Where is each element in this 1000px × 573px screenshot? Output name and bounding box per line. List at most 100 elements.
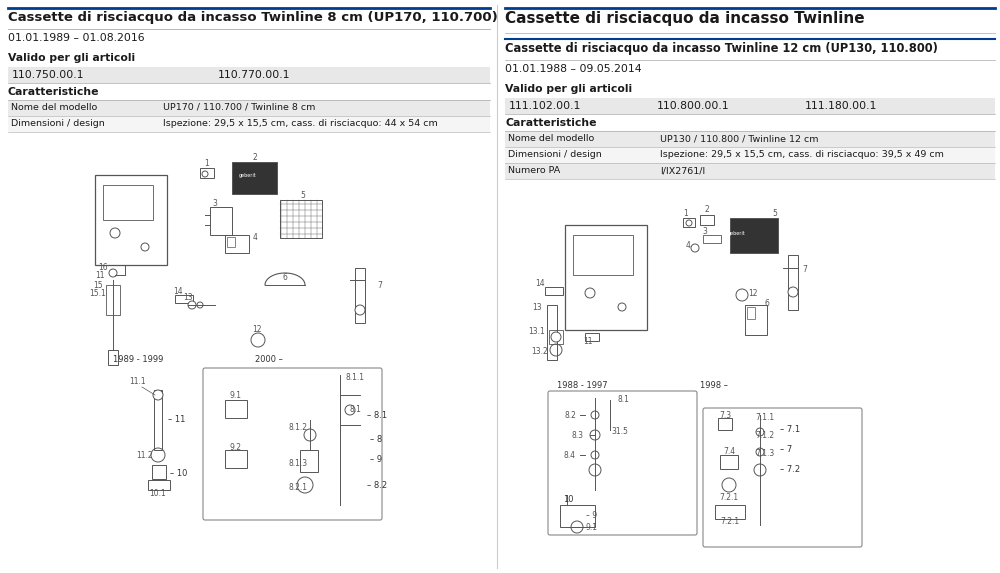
Bar xyxy=(95,175,167,265)
Circle shape xyxy=(197,302,203,308)
Circle shape xyxy=(355,305,365,315)
Text: 9.2: 9.2 xyxy=(230,442,242,452)
Text: 13.2: 13.2 xyxy=(532,347,548,356)
Text: 8.1: 8.1 xyxy=(617,395,629,405)
Bar xyxy=(148,480,170,490)
Text: 111.102.00.1: 111.102.00.1 xyxy=(509,101,581,111)
Text: 11.1: 11.1 xyxy=(130,378,146,387)
Bar xyxy=(718,418,732,430)
Text: UP130 / 110.800 / Twinline 12 cm: UP130 / 110.800 / Twinline 12 cm xyxy=(660,134,818,143)
Bar xyxy=(8,67,490,83)
Text: 3: 3 xyxy=(703,226,707,236)
Text: 01.01.1988 – 09.05.2014: 01.01.1988 – 09.05.2014 xyxy=(505,64,642,74)
Bar xyxy=(730,218,778,253)
Circle shape xyxy=(788,287,798,297)
Bar xyxy=(152,465,166,479)
Bar xyxy=(103,185,153,220)
Text: – 8.2: – 8.2 xyxy=(367,481,387,489)
Text: 15.1: 15.1 xyxy=(90,288,106,297)
Text: 8.1.2: 8.1.2 xyxy=(288,423,308,433)
Text: 12: 12 xyxy=(748,288,758,297)
Bar xyxy=(703,235,721,243)
Bar xyxy=(505,131,995,147)
Circle shape xyxy=(756,448,764,456)
Text: geberit: geberit xyxy=(728,231,746,237)
Text: Nome del modello: Nome del modello xyxy=(508,134,594,143)
Circle shape xyxy=(686,220,692,226)
Bar xyxy=(547,305,557,360)
Circle shape xyxy=(202,171,208,177)
Text: 3: 3 xyxy=(213,199,217,209)
Bar xyxy=(549,330,563,344)
Bar xyxy=(227,237,235,247)
Text: – 7: – 7 xyxy=(780,445,792,454)
Text: 110.750.00.1: 110.750.00.1 xyxy=(12,70,84,80)
Text: Cassette di risciacquo da incasso Twinline 8 cm (UP170, 110.700): Cassette di risciacquo da incasso Twinli… xyxy=(8,11,498,24)
Text: 110.770.00.1: 110.770.00.1 xyxy=(218,70,290,80)
Text: Caratteristiche: Caratteristiche xyxy=(8,87,100,97)
Text: 13: 13 xyxy=(183,293,193,303)
Text: 16: 16 xyxy=(98,262,108,272)
Text: 6: 6 xyxy=(765,299,769,308)
Bar xyxy=(355,268,365,323)
Text: 14: 14 xyxy=(173,286,183,296)
Bar xyxy=(108,350,118,365)
Text: 7.2.1: 7.2.1 xyxy=(719,493,739,501)
Text: 4: 4 xyxy=(686,241,690,249)
Text: Ispezione: 29,5 x 15,5 cm, cass. di risciacquo: 44 x 54 cm: Ispezione: 29,5 x 15,5 cm, cass. di risc… xyxy=(163,119,438,128)
Text: 01.01.1989 – 01.08.2016: 01.01.1989 – 01.08.2016 xyxy=(8,33,145,43)
Text: – 10: – 10 xyxy=(170,469,187,477)
Text: 7: 7 xyxy=(378,281,382,289)
Text: 1: 1 xyxy=(684,209,688,218)
Text: 7.1.3: 7.1.3 xyxy=(755,449,775,458)
Text: 13.1: 13.1 xyxy=(529,328,545,336)
Text: 13: 13 xyxy=(532,303,542,312)
Bar xyxy=(505,147,995,163)
Text: Dimensioni / design: Dimensioni / design xyxy=(11,119,105,128)
Text: Valido per gli articoli: Valido per gli articoli xyxy=(505,84,632,94)
Bar xyxy=(225,400,247,418)
Text: 8.2: 8.2 xyxy=(564,410,576,419)
Bar xyxy=(745,305,767,335)
Bar xyxy=(585,333,599,341)
Bar xyxy=(232,162,277,194)
Text: 7.1.1: 7.1.1 xyxy=(755,414,775,422)
Bar xyxy=(210,207,232,235)
Bar xyxy=(8,100,490,116)
Text: 10: 10 xyxy=(563,496,574,504)
Text: Cassette di risciacquo da incasso Twinline: Cassette di risciacquo da incasso Twinli… xyxy=(505,11,865,26)
Bar xyxy=(505,163,995,179)
Text: 2000 –: 2000 – xyxy=(255,355,283,364)
Circle shape xyxy=(345,405,355,415)
Bar xyxy=(8,116,490,132)
Bar xyxy=(788,255,798,310)
Text: 8.1.3: 8.1.3 xyxy=(288,460,308,469)
Text: Ispezione: 29,5 x 15,5 cm, cass. di risciacquo: 39,5 x 49 cm: Ispezione: 29,5 x 15,5 cm, cass. di risc… xyxy=(660,150,944,159)
Text: – 8: – 8 xyxy=(370,435,382,445)
Text: – 7.2: – 7.2 xyxy=(780,465,800,474)
Text: 1988 - 1997: 1988 - 1997 xyxy=(557,380,608,390)
Text: 9.1: 9.1 xyxy=(586,524,598,532)
Circle shape xyxy=(756,428,764,436)
Circle shape xyxy=(551,332,561,342)
Bar xyxy=(683,218,695,227)
Text: 7.4: 7.4 xyxy=(723,448,735,457)
Text: – 9: – 9 xyxy=(586,511,598,520)
Bar xyxy=(700,215,714,225)
Circle shape xyxy=(691,244,699,252)
Text: 5: 5 xyxy=(773,210,777,218)
Text: 6: 6 xyxy=(283,273,287,282)
Bar xyxy=(565,225,647,330)
Text: 9.1: 9.1 xyxy=(230,391,242,401)
Bar xyxy=(225,450,247,468)
Bar xyxy=(720,455,738,469)
Text: geberit: geberit xyxy=(239,172,257,178)
Bar xyxy=(175,295,193,303)
Bar xyxy=(280,200,322,238)
Text: – 9: – 9 xyxy=(370,456,382,465)
Text: 14: 14 xyxy=(535,278,545,288)
Text: Dimensioni / design: Dimensioni / design xyxy=(508,150,602,159)
Text: 8.4: 8.4 xyxy=(564,450,576,460)
Text: 110.800.00.1: 110.800.00.1 xyxy=(657,101,730,111)
Text: – 11: – 11 xyxy=(168,415,185,425)
